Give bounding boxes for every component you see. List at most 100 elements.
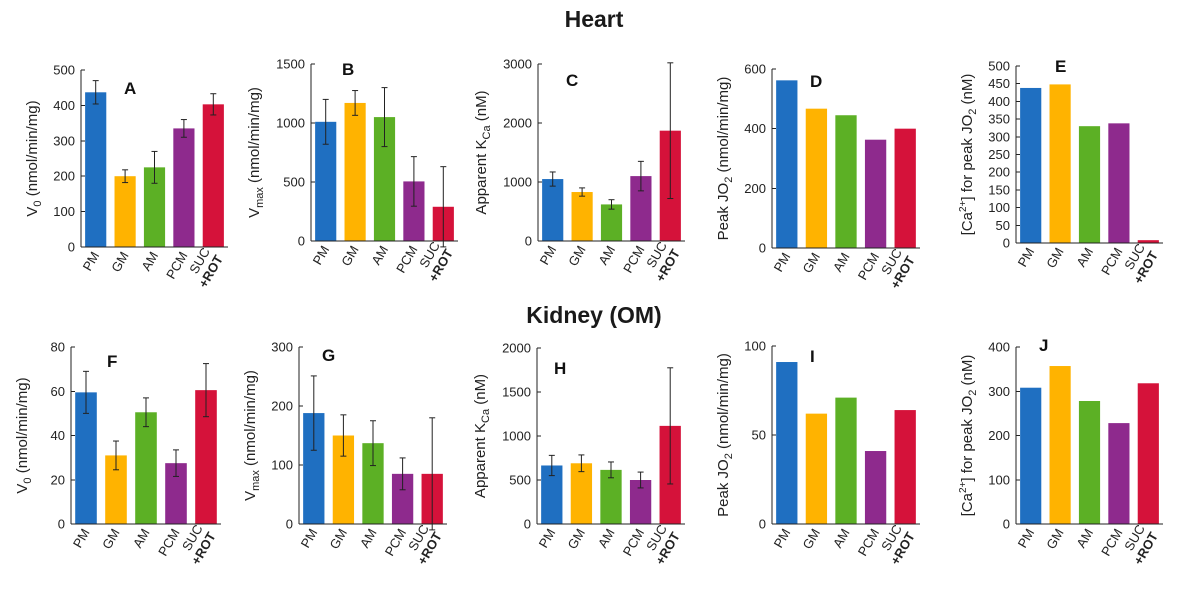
x-tick-label: PCM [163, 249, 190, 282]
y-tick-label: 600 [744, 62, 766, 77]
x-tick-label: GM [108, 249, 131, 275]
x-tick-label: SUC+ROT [874, 522, 918, 567]
x-tick-label: AM [357, 526, 380, 550]
y-tick-label: 1000 [503, 175, 532, 190]
panel-letter-e: E [1055, 57, 1066, 76]
y-tick-label: 200 [988, 428, 1010, 443]
bar-e-suc [1137, 240, 1159, 243]
y-tick-label: 300 [271, 340, 293, 355]
y-tick-label: 0 [525, 234, 532, 249]
bar-a-am [143, 167, 166, 247]
y-tick-label: 400 [988, 340, 1010, 355]
bar-a-pcm [173, 128, 195, 247]
y-tick-label: 300 [53, 133, 75, 148]
bar-j-am [1078, 400, 1101, 524]
y-tick-label: 0 [68, 240, 75, 255]
y-tick-label: 500 [53, 63, 75, 78]
bar-j-pm [1020, 387, 1042, 524]
bar-j-suc [1137, 383, 1159, 524]
y-tick-label: 200 [744, 181, 766, 196]
y-tick-label: 500 [283, 175, 305, 190]
bar-a-suc [202, 104, 224, 247]
y-axis-label-a: V0 (nmol/min/mg) [24, 100, 44, 216]
x-tick-label: PCM [1098, 526, 1125, 559]
y-tick-label: 500 [988, 59, 1010, 74]
bar-i-am [835, 397, 857, 524]
x-tick-label: SUC+ROT [175, 522, 219, 567]
error-bar-g-am [370, 420, 376, 467]
bar-c-gm [571, 192, 593, 241]
y-tick-label: 1500 [276, 57, 305, 72]
x-tick-label: PCM [855, 250, 882, 283]
bar-a-pm [85, 92, 107, 247]
y-tick-label: 100 [988, 200, 1010, 215]
x-tick-label: GM [1043, 245, 1066, 271]
y-tick-label: 0 [1003, 236, 1010, 251]
bar-b-am [373, 117, 396, 241]
bar-g-gm [332, 435, 355, 524]
y-tick-label: 100 [271, 458, 293, 473]
bar-c-pm [542, 179, 564, 241]
x-tick-label: AM [138, 249, 161, 273]
y-tick-label: 50 [996, 218, 1010, 233]
y-tick-label: 300 [988, 129, 1010, 144]
bar-h-am [600, 469, 622, 524]
y-tick-label: 200 [271, 399, 293, 414]
x-tick-label: PCM [155, 526, 182, 559]
error-bar-c-pm [549, 171, 556, 187]
x-tick-label: PM [771, 526, 794, 550]
bar-f-pm [75, 392, 97, 524]
panel-letter-c: C [566, 71, 578, 90]
error-bar-g-pm [310, 375, 317, 451]
panel-letter-d: D [810, 72, 822, 91]
y-tick-label: 2000 [502, 341, 531, 356]
y-tick-label: 400 [988, 94, 1010, 109]
x-tick-label: AM [1073, 245, 1096, 269]
y-axis-label-b: Vmax (nmol/min/mg) [246, 87, 266, 218]
y-tick-label: 0 [759, 517, 766, 532]
error-bar-h-pm [548, 454, 555, 477]
bar-e-gm [1049, 84, 1071, 243]
y-tick-label: 200 [53, 169, 75, 184]
y-tick-label: 2000 [503, 116, 532, 131]
y-axis-label-e: [Ca2+] for peak JO2 (nM) [958, 74, 979, 236]
error-bar-h-suc [667, 367, 674, 485]
bar-i-suc [894, 410, 916, 524]
x-tick-label: PM [298, 526, 321, 550]
x-tick-label: AM [130, 526, 153, 550]
panel-letter-b: B [342, 60, 354, 79]
panel-e: 0 50 100 150 200 250 300 350 400 450 500 PM GM AM PCMS… [958, 57, 1163, 286]
bar-f-gm [105, 455, 127, 524]
error-bar-f-suc [203, 363, 209, 418]
error-bar-f-pcm [173, 449, 179, 477]
error-bar-b-pm [322, 98, 329, 145]
x-tick-label: SUC+ROT [1117, 241, 1161, 286]
bar-d-pcm [864, 139, 887, 248]
x-tick-label: GM [565, 526, 588, 552]
bar-h-pcm [629, 480, 652, 524]
panel-letter-g: G [322, 346, 335, 365]
x-tick-label: AM [1073, 526, 1096, 550]
error-bar-b-gm [352, 90, 359, 116]
y-axis-label-g: Vmax (nmol/min/mg) [242, 370, 262, 501]
x-tick-label: SUC+ROT [639, 239, 683, 284]
x-tick-label: PM [1015, 245, 1038, 269]
panel-letter-a: A [124, 79, 136, 98]
x-tick-label: PM [310, 243, 333, 267]
bar-d-suc [894, 128, 916, 248]
y-axis-label-c: Apparent KCa (nM) [473, 90, 493, 214]
error-bar-g-gm [340, 414, 347, 457]
y-axis-label-f: V0 (nmol/min/mg) [14, 377, 34, 493]
bar-j-gm [1049, 366, 1071, 524]
bar-c-am [600, 204, 623, 241]
bar-e-am [1078, 126, 1101, 243]
error-bar-f-pm [83, 370, 89, 414]
x-tick-label: PCM [1098, 245, 1125, 278]
y-axis-label-d: Peak JO2 (nmol/min/mg) [715, 77, 735, 241]
bar-c-pcm [630, 176, 652, 241]
